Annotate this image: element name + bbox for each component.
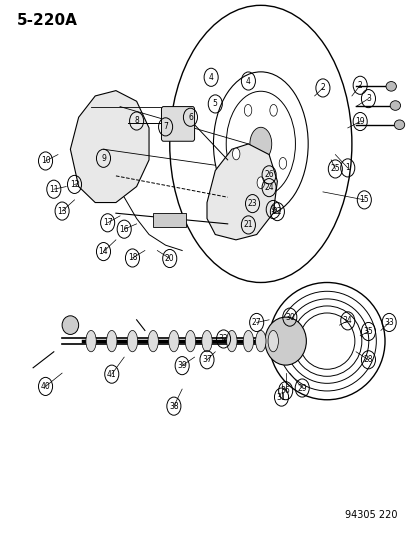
- Text: 11: 11: [49, 185, 58, 193]
- PathPatch shape: [206, 144, 277, 240]
- Ellipse shape: [278, 157, 286, 169]
- Text: 6: 6: [188, 113, 192, 122]
- Text: 40: 40: [40, 382, 50, 391]
- Text: 30: 30: [284, 313, 294, 321]
- Text: 4: 4: [245, 77, 250, 85]
- Text: 22: 22: [272, 207, 281, 216]
- Ellipse shape: [244, 104, 251, 116]
- Text: 10: 10: [40, 157, 50, 165]
- Ellipse shape: [86, 330, 96, 352]
- Ellipse shape: [249, 127, 271, 160]
- Bar: [153, 213, 186, 227]
- Text: 27: 27: [251, 318, 261, 327]
- Text: 26: 26: [263, 171, 273, 179]
- Text: 39: 39: [177, 361, 187, 370]
- Ellipse shape: [389, 101, 400, 110]
- Ellipse shape: [268, 330, 278, 352]
- Ellipse shape: [232, 148, 239, 160]
- Text: 3: 3: [365, 94, 370, 103]
- Text: 23: 23: [247, 199, 257, 208]
- Ellipse shape: [202, 330, 212, 352]
- Text: 41: 41: [107, 370, 116, 378]
- Text: 13: 13: [57, 207, 67, 215]
- Text: 21: 21: [243, 221, 252, 229]
- Ellipse shape: [393, 120, 404, 130]
- Ellipse shape: [226, 330, 237, 352]
- Ellipse shape: [256, 177, 264, 189]
- Text: 18: 18: [128, 254, 137, 262]
- Ellipse shape: [107, 330, 116, 352]
- Text: 17: 17: [102, 219, 112, 227]
- Text: 16: 16: [119, 225, 129, 233]
- Ellipse shape: [242, 330, 253, 352]
- Ellipse shape: [185, 330, 195, 352]
- Text: 32: 32: [218, 335, 228, 343]
- Text: 37: 37: [202, 356, 211, 364]
- Text: 94305 220: 94305 220: [344, 510, 396, 520]
- Text: 5: 5: [212, 100, 217, 108]
- Text: 25: 25: [330, 165, 339, 173]
- Text: 2: 2: [320, 84, 325, 92]
- Ellipse shape: [385, 82, 396, 91]
- Ellipse shape: [269, 104, 277, 116]
- FancyBboxPatch shape: [161, 107, 194, 141]
- Ellipse shape: [127, 330, 138, 352]
- Text: 7: 7: [163, 123, 168, 131]
- Text: 38: 38: [169, 402, 178, 410]
- Ellipse shape: [148, 330, 158, 352]
- Text: 1: 1: [344, 164, 349, 172]
- Text: 19: 19: [354, 117, 364, 126]
- Text: 5-220A: 5-220A: [17, 13, 77, 28]
- Ellipse shape: [169, 330, 178, 352]
- Text: 15: 15: [358, 196, 368, 204]
- Text: 28: 28: [363, 356, 372, 364]
- Text: 36: 36: [280, 386, 290, 395]
- Text: 20: 20: [164, 254, 174, 263]
- Text: 12: 12: [70, 180, 79, 189]
- Text: 2: 2: [357, 81, 362, 90]
- PathPatch shape: [70, 91, 149, 203]
- Ellipse shape: [264, 317, 306, 365]
- Text: 34: 34: [342, 317, 352, 325]
- Ellipse shape: [62, 316, 78, 335]
- Text: 9: 9: [270, 205, 275, 214]
- Text: 4: 4: [208, 73, 213, 82]
- Text: 8: 8: [134, 117, 139, 125]
- Text: 9: 9: [101, 154, 106, 163]
- Text: 29: 29: [297, 384, 306, 392]
- Ellipse shape: [255, 330, 266, 352]
- Text: 33: 33: [383, 318, 393, 327]
- Text: 24: 24: [263, 183, 273, 192]
- Text: 35: 35: [363, 327, 373, 336]
- Text: 31: 31: [276, 393, 286, 401]
- Text: 14: 14: [98, 247, 108, 256]
